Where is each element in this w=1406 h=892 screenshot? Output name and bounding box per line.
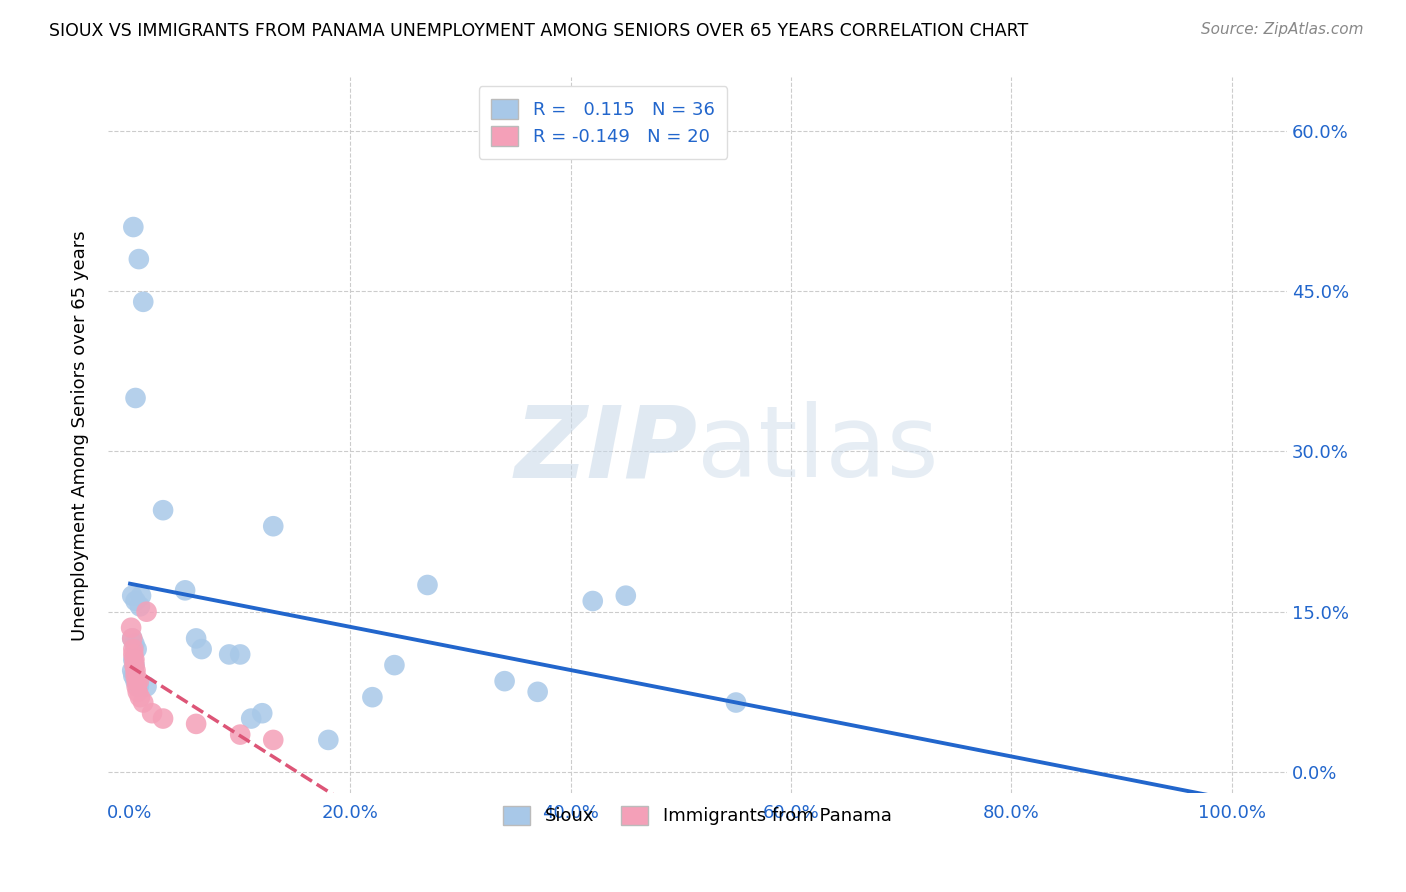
- Point: [124, 669, 146, 683]
- Point: [127, 685, 149, 699]
- Point: [124, 391, 146, 405]
- Point: [361, 690, 384, 705]
- Point: [124, 658, 146, 673]
- Point: [122, 653, 145, 667]
- Point: [121, 664, 143, 678]
- Point: [121, 632, 143, 646]
- Text: ZIP: ZIP: [515, 401, 697, 499]
- Point: [132, 294, 155, 309]
- Point: [125, 674, 148, 689]
- Point: [614, 589, 637, 603]
- Y-axis label: Unemployment Among Seniors over 65 years: Unemployment Among Seniors over 65 years: [72, 230, 89, 640]
- Point: [229, 648, 252, 662]
- Point: [124, 594, 146, 608]
- Point: [132, 696, 155, 710]
- Point: [125, 642, 148, 657]
- Point: [120, 621, 142, 635]
- Point: [129, 690, 152, 705]
- Point: [174, 583, 197, 598]
- Text: atlas: atlas: [697, 401, 939, 499]
- Point: [129, 589, 152, 603]
- Point: [229, 728, 252, 742]
- Point: [318, 733, 340, 747]
- Text: Source: ZipAtlas.com: Source: ZipAtlas.com: [1201, 22, 1364, 37]
- Point: [124, 637, 146, 651]
- Point: [128, 252, 150, 266]
- Point: [121, 589, 143, 603]
- Point: [262, 519, 284, 533]
- Point: [184, 717, 207, 731]
- Legend: Sioux, Immigrants from Panama: Sioux, Immigrants from Panama: [494, 797, 901, 834]
- Point: [240, 712, 263, 726]
- Point: [121, 632, 143, 646]
- Point: [129, 599, 152, 614]
- Point: [128, 674, 150, 689]
- Point: [141, 706, 163, 721]
- Point: [190, 642, 212, 657]
- Point: [122, 220, 145, 235]
- Point: [526, 685, 548, 699]
- Point: [124, 674, 146, 689]
- Text: SIOUX VS IMMIGRANTS FROM PANAMA UNEMPLOYMENT AMONG SENIORS OVER 65 YEARS CORRELA: SIOUX VS IMMIGRANTS FROM PANAMA UNEMPLOY…: [49, 22, 1028, 40]
- Point: [384, 658, 406, 673]
- Point: [135, 605, 157, 619]
- Point: [124, 664, 146, 678]
- Point: [582, 594, 605, 608]
- Point: [125, 680, 148, 694]
- Point: [416, 578, 439, 592]
- Point: [262, 733, 284, 747]
- Point: [494, 674, 516, 689]
- Point: [135, 680, 157, 694]
- Point: [122, 648, 145, 662]
- Point: [152, 712, 174, 726]
- Point: [128, 680, 150, 694]
- Point: [152, 503, 174, 517]
- Point: [122, 642, 145, 657]
- Point: [122, 669, 145, 683]
- Point: [724, 696, 747, 710]
- Point: [124, 658, 146, 673]
- Point: [184, 632, 207, 646]
- Point: [124, 653, 146, 667]
- Point: [218, 648, 240, 662]
- Point: [252, 706, 274, 721]
